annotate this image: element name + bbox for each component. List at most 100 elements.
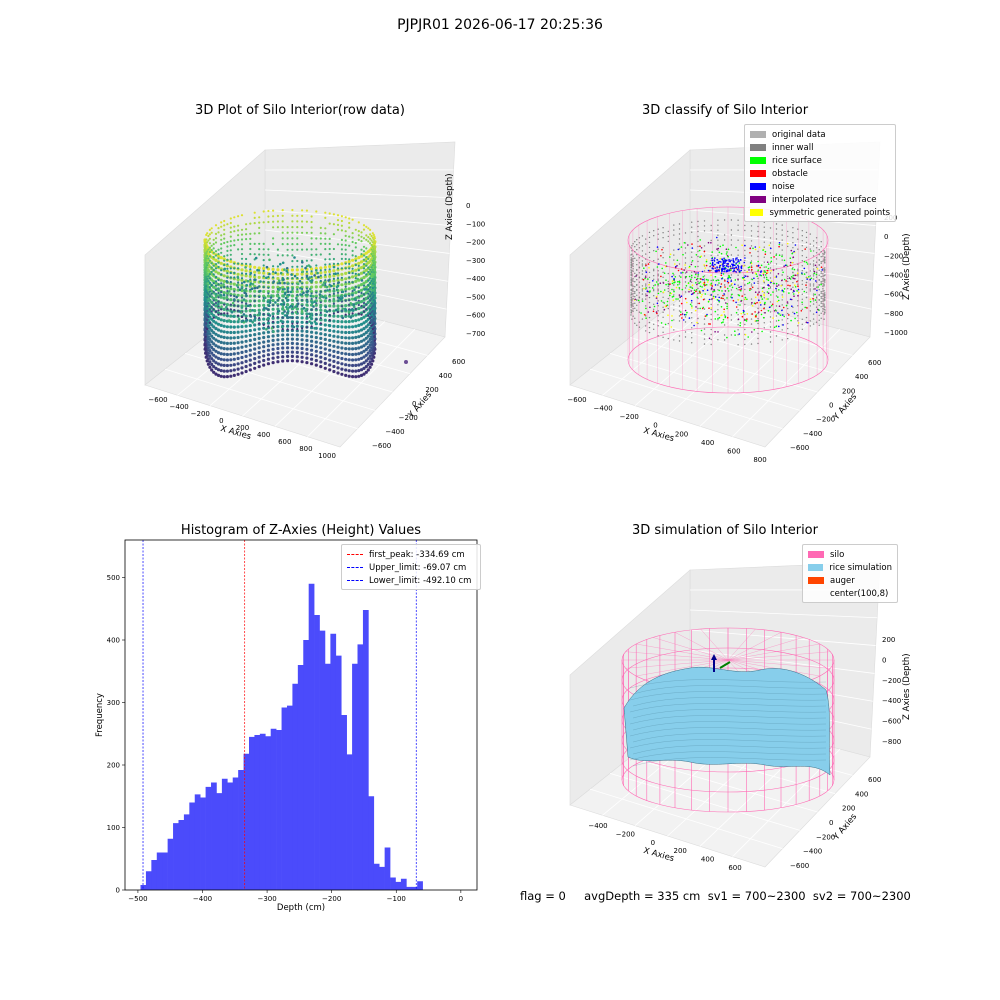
data-point: [216, 271, 221, 275]
data-point: [262, 289, 266, 294]
data-point: [344, 325, 348, 329]
data-point: [219, 335, 223, 339]
data-point: [222, 347, 226, 351]
data-point: [310, 321, 314, 325]
data-point: [319, 360, 323, 364]
data-point: [222, 274, 226, 278]
data-point: [214, 321, 218, 325]
data-point: [240, 278, 244, 282]
data-point: [328, 338, 332, 342]
data-point: [266, 344, 270, 348]
data-point: [340, 372, 344, 376]
data-point: [212, 359, 216, 363]
data-point: [344, 373, 348, 377]
data-point: [314, 349, 318, 353]
data-point: [210, 362, 214, 366]
data-point: [332, 314, 336, 318]
data-point: [244, 309, 248, 313]
data-point: [240, 325, 244, 329]
data-point: [362, 338, 366, 342]
data-point: [212, 319, 216, 323]
data-point: [362, 321, 366, 325]
data-point: [271, 316, 275, 320]
data-point: [236, 330, 240, 334]
data-point: [359, 317, 364, 321]
data-point: [332, 294, 336, 298]
data-point: [362, 361, 366, 365]
data-point: [225, 269, 229, 273]
data-point: [332, 284, 336, 288]
data-point: [212, 353, 216, 357]
data-point: [225, 291, 229, 296]
data-point: [214, 338, 218, 342]
figure-title: PJPJR01 2026-06-17 20:25:36: [397, 17, 603, 33]
data-point: [240, 335, 244, 339]
data-point: [340, 278, 344, 282]
data-point: [266, 353, 270, 357]
legend-label: auger: [830, 575, 855, 586]
data-point: [253, 361, 257, 365]
data-point: [354, 352, 358, 356]
data-point: [305, 347, 309, 351]
data-point: [253, 357, 257, 361]
data-point: [300, 325, 304, 329]
data-point: [290, 333, 294, 337]
data-point: [232, 363, 236, 367]
data-point: [332, 324, 336, 328]
data-point: [216, 356, 221, 360]
legend-item: silo: [808, 548, 892, 561]
data-point: [240, 288, 244, 293]
data-point: [362, 344, 366, 348]
data-point: [370, 351, 374, 355]
data-point: [232, 325, 236, 329]
data-point: [314, 363, 318, 367]
data-point: [357, 329, 361, 333]
data-point: [222, 296, 226, 300]
data-point: [248, 343, 252, 347]
data-point: [340, 335, 344, 340]
data-point: [244, 339, 248, 343]
data-point: [332, 304, 336, 308]
data-point: [336, 273, 340, 277]
data-point: [219, 261, 223, 265]
data-point: [236, 272, 240, 276]
data-point: [310, 353, 314, 357]
data-point: [323, 265, 327, 269]
data-point: [212, 336, 216, 340]
data-point: [210, 368, 214, 372]
grid-line: [264, 189, 453, 199]
data-point: [253, 318, 257, 322]
data-point: [364, 342, 368, 346]
data-point: [281, 346, 285, 350]
data-point: [370, 346, 374, 350]
data-point: [357, 335, 361, 339]
data-point: [281, 285, 285, 289]
data-point: [328, 274, 332, 278]
data-point: [332, 369, 336, 374]
data-point: [319, 350, 323, 355]
data-point: [276, 338, 280, 342]
data-point: [336, 314, 340, 318]
data-point: [366, 306, 370, 310]
data-point: [236, 351, 240, 355]
data-point: [295, 329, 299, 333]
data-point: [232, 336, 236, 340]
data-point: [319, 285, 323, 289]
data-point: [300, 333, 304, 337]
data-point: [281, 329, 285, 333]
data-point: [359, 345, 364, 349]
data-point: [229, 369, 233, 373]
data-point: [366, 312, 370, 316]
data-point: [359, 266, 364, 270]
tick-label: −200: [616, 830, 635, 838]
data-point: [219, 340, 223, 344]
data-point: [208, 354, 212, 358]
data-point: [351, 269, 355, 273]
data-point: [368, 343, 372, 347]
data-point: [364, 280, 368, 284]
tick-label: 0: [882, 656, 886, 664]
data-point: [210, 312, 214, 316]
data-point: [332, 344, 336, 348]
data-point: [347, 352, 351, 356]
data-point: [336, 340, 340, 344]
